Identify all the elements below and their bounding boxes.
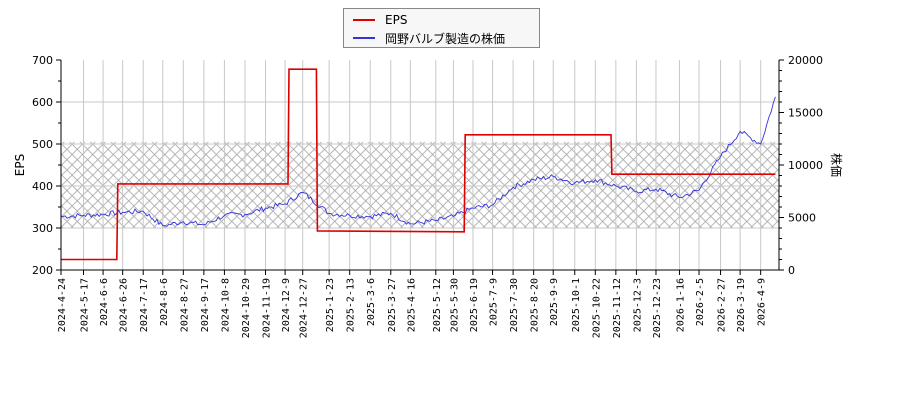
x-tick-label: 2024-10-8 — [220, 278, 231, 332]
right-axis: 0 5000 10000 15000 20000 — [779, 54, 823, 277]
left-tick-label: 500 — [32, 138, 53, 151]
x-tick-label: 2024-4-24 — [57, 278, 68, 332]
left-tick-label: 200 — [32, 264, 53, 277]
left-tick-label: 600 — [32, 96, 53, 109]
x-tick-label: 2024-12-9 — [281, 278, 292, 332]
price-line — [61, 96, 776, 227]
legend-item-price: 岡野バルブ製造の株価 — [344, 30, 505, 46]
x-tick-label: 2026-2-5 — [695, 278, 706, 326]
x-tick-label: 2024-8-6 — [159, 278, 170, 326]
legend: EPS 岡野バルブ製造の株価 — [343, 8, 540, 48]
x-tick-label: 2026-3-19 — [736, 278, 747, 332]
x-tick-label: 2024-12-27 — [299, 278, 310, 338]
x-tick-label: 2025-10-1 — [571, 278, 582, 332]
eps-line — [61, 68, 776, 261]
shaded-band — [61, 141, 779, 228]
x-tick-label: 2024-10-29 — [241, 278, 252, 338]
price-swatch-icon — [353, 37, 375, 39]
legend-item-eps: EPS — [344, 12, 407, 28]
x-tick-label: 2025-6-19 — [469, 278, 480, 332]
x-tick-label: 2026-4-9 — [757, 278, 768, 326]
x-tick-label: 2024-8-27 — [179, 278, 190, 332]
left-tick-label: 300 — [32, 222, 53, 235]
x-tick-label: 2024-5-17 — [80, 278, 91, 332]
x-tick-label: 2025-7-9 — [489, 278, 500, 326]
left-axis: 200 300 400 500 600 700 — [32, 54, 61, 277]
right-tick-label: 10000 — [788, 159, 823, 172]
x-tick-label: 2025-12-23 — [652, 278, 663, 338]
x-tick-label: 2025-5-30 — [449, 278, 460, 332]
x-tick-label: 2024-6-6 — [99, 278, 110, 326]
right-tick-label: 5000 — [788, 212, 816, 225]
right-tick-label: 20000 — [788, 54, 823, 67]
x-tick-label: 2025-2-13 — [346, 278, 357, 332]
x-tick-label: 2025-3-6 — [366, 278, 377, 326]
x-tick-label: 2024-11-19 — [262, 278, 273, 338]
x-tick-label: 2025-5-12 — [432, 278, 443, 332]
x-tick-label: 2025-8-20 — [530, 278, 541, 332]
x-tick-label: 2025-1-23 — [325, 278, 336, 332]
grid-lines — [61, 60, 779, 270]
legend-label-price: 岡野バルブ製造の株価 — [385, 31, 506, 46]
right-tick-label: 15000 — [788, 107, 823, 120]
legend-label-eps: EPS — [385, 13, 408, 27]
right-axis-title: 株価 — [829, 153, 844, 177]
x-axis: 2024-4-24 2024-5-17 2024-6-6 2024-6-26 2024-… — [57, 270, 768, 338]
x-tick-label: 2025-10-22 — [591, 278, 602, 338]
x-tick-label: 2025-4-16 — [406, 278, 417, 332]
left-tick-label: 400 — [32, 180, 53, 193]
x-tick-label: 2025-3-27 — [387, 278, 398, 332]
left-axis-title: EPS — [13, 154, 27, 176]
x-tick-label: 2026-2-27 — [717, 278, 728, 332]
x-tick-label: 2024-6-26 — [119, 278, 130, 332]
right-tick-label: 0 — [788, 264, 795, 277]
left-tick-label: 700 — [32, 54, 53, 67]
eps-swatch-icon — [353, 19, 375, 21]
x-tick-label: 2025-9-9 — [549, 278, 560, 326]
x-tick-label: 2026-1-16 — [675, 278, 686, 332]
x-tick-label: 2025-7-30 — [509, 278, 520, 332]
x-tick-label: 2025-11-12 — [612, 278, 623, 338]
x-tick-label: 2025-12-3 — [632, 278, 643, 332]
x-tick-label: 2024-9-17 — [200, 278, 211, 332]
x-tick-label: 2024-7-17 — [139, 278, 150, 332]
